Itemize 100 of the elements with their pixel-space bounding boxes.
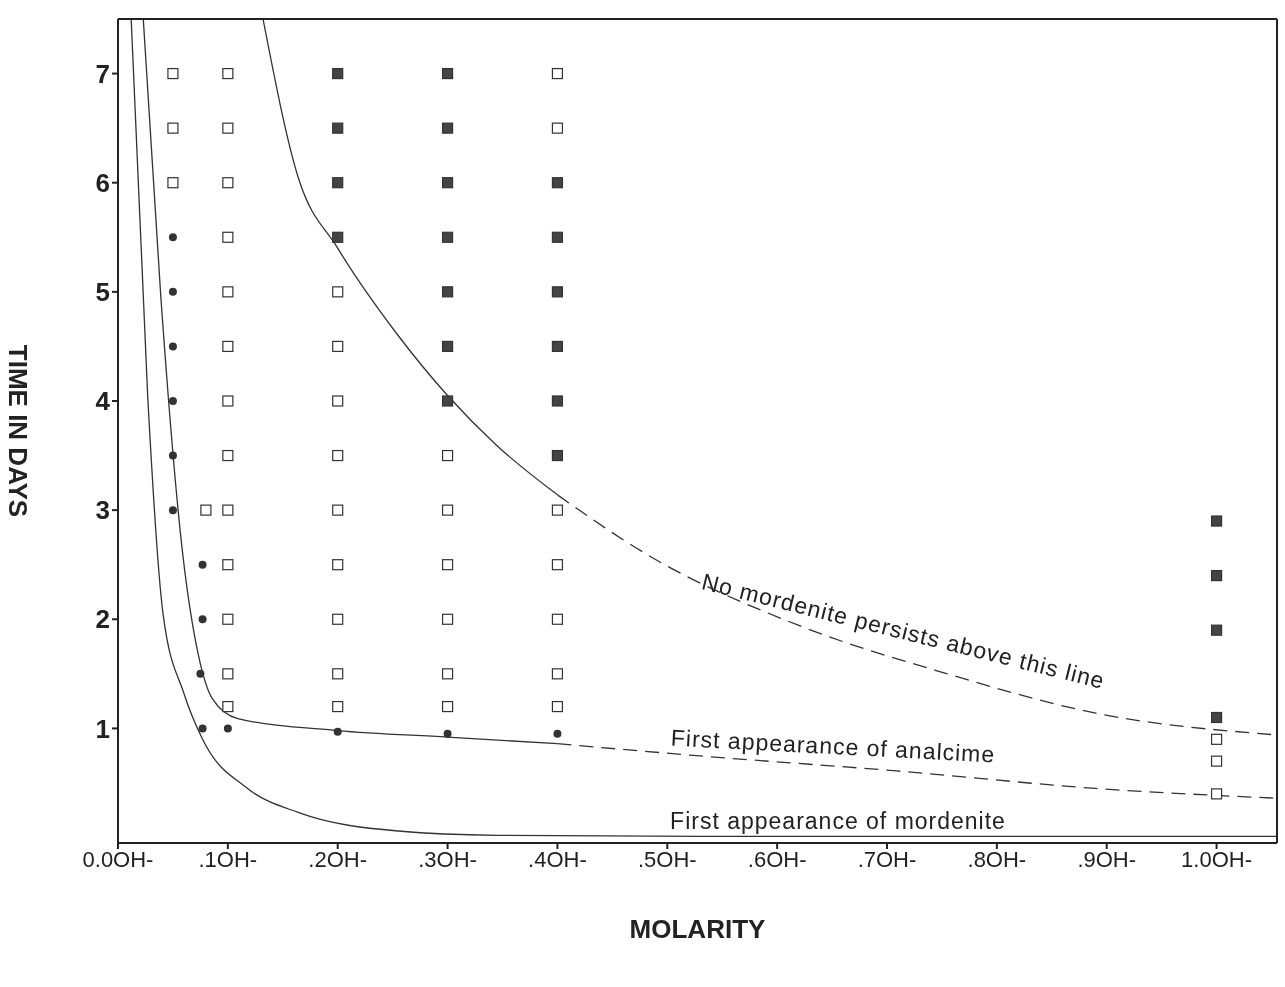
point	[551, 177, 564, 189]
point	[551, 613, 564, 625]
point	[441, 67, 454, 80]
y-tick-label: 7	[95, 58, 110, 89]
point	[222, 700, 234, 713]
point	[198, 615, 207, 624]
y-axis-title: TIME IN DAYS	[2, 344, 33, 518]
point	[332, 231, 344, 243]
point	[553, 729, 562, 738]
point	[168, 342, 177, 351]
point	[167, 67, 179, 80]
point	[332, 177, 344, 189]
point	[441, 700, 454, 713]
y-tick-label: 4	[95, 386, 111, 417]
point	[167, 122, 179, 134]
point	[1210, 570, 1223, 582]
point	[222, 177, 234, 189]
point	[168, 451, 177, 460]
x-tick-label: 0.0OH-	[82, 846, 154, 872]
y-tick-label: 5	[95, 277, 110, 308]
point	[441, 395, 454, 407]
point	[1210, 624, 1223, 636]
annotation: No mordenite persists above this line	[699, 568, 1108, 694]
point	[200, 504, 212, 516]
x-tick-label: .1OH-	[198, 846, 258, 872]
point	[551, 559, 564, 571]
point	[222, 231, 234, 243]
point	[222, 449, 234, 462]
x-tick-label: .3OH-	[418, 846, 477, 872]
point	[551, 668, 564, 680]
point	[551, 122, 564, 134]
point	[332, 122, 344, 134]
point	[222, 613, 234, 625]
point	[168, 396, 177, 405]
point	[551, 700, 564, 713]
x-tick-label: .8OH-	[967, 846, 1027, 872]
y-tick-label: 3	[95, 495, 110, 526]
point	[551, 286, 564, 298]
x-tick-label: .5OH-	[637, 846, 697, 872]
point	[198, 724, 207, 733]
point	[551, 340, 564, 353]
point	[332, 613, 344, 625]
point	[332, 449, 344, 462]
point	[441, 122, 454, 134]
x-tick-label: .9OH-	[1077, 846, 1137, 872]
y-tick-label: 1	[95, 713, 110, 744]
point	[551, 395, 564, 407]
x-tick-label: 1.0OH-	[1181, 846, 1253, 872]
point	[441, 559, 454, 571]
point	[332, 286, 344, 298]
point	[222, 340, 234, 353]
line-series	[130, 19, 1277, 838]
point	[168, 233, 177, 242]
y-tick-label: 2	[95, 604, 110, 635]
point	[1210, 755, 1223, 767]
point	[222, 668, 234, 680]
point	[441, 231, 454, 243]
annotation: First appearance of analcime	[670, 724, 996, 768]
y-tick-label: 6	[95, 167, 110, 198]
point	[222, 122, 234, 134]
point	[332, 67, 344, 80]
point	[223, 724, 232, 733]
point	[441, 340, 454, 353]
point	[332, 668, 344, 680]
point	[222, 286, 234, 298]
point	[333, 727, 342, 736]
point	[551, 449, 564, 462]
point	[222, 504, 234, 516]
point	[1210, 788, 1223, 800]
point	[332, 340, 344, 353]
point	[168, 287, 177, 296]
point	[222, 559, 234, 571]
point	[332, 395, 344, 407]
point	[1210, 515, 1223, 527]
point	[332, 559, 344, 571]
point	[332, 700, 344, 713]
point	[332, 504, 344, 516]
x-tick-label: .2OH-	[308, 846, 368, 872]
point	[551, 231, 564, 243]
annotation: First appearance of mordenite	[670, 808, 1006, 835]
point	[441, 286, 454, 298]
point	[441, 613, 454, 625]
point	[198, 560, 207, 569]
point	[1210, 711, 1223, 724]
point	[441, 449, 454, 462]
point	[222, 395, 234, 407]
point	[167, 177, 179, 189]
point	[441, 668, 454, 680]
point	[168, 506, 177, 515]
point	[1210, 733, 1223, 745]
x-tick-label: .7OH-	[857, 846, 917, 872]
point	[551, 504, 564, 516]
x-tick-label: .6OH-	[747, 846, 807, 872]
x-axis-title: MOLARITY	[629, 914, 766, 944]
point	[441, 504, 454, 516]
point	[196, 669, 205, 678]
point	[551, 67, 564, 80]
x-tick-label: .4OH-	[528, 846, 587, 872]
point	[222, 67, 234, 80]
point	[443, 729, 452, 738]
